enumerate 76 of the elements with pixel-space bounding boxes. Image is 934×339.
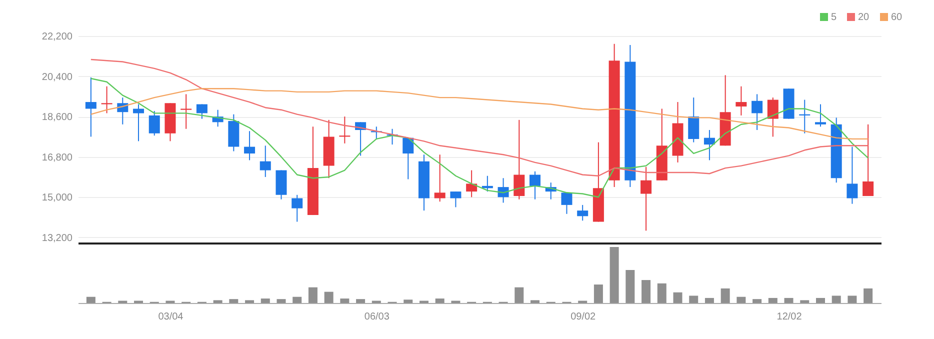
- candlestick: [85, 76, 96, 138]
- bar: [308, 287, 318, 303]
- bar: [720, 288, 730, 303]
- bar: [673, 292, 682, 303]
- candlestick: [688, 97, 700, 143]
- legend-label: 5: [831, 12, 837, 23]
- x-tick-label: 12/02: [776, 312, 802, 322]
- bar: [86, 296, 96, 303]
- candlestick: [180, 94, 192, 130]
- candlestick: [450, 191, 462, 208]
- candlestick: [799, 99, 810, 134]
- bar: [435, 298, 444, 303]
- candlestick: [814, 104, 826, 128]
- legend-label: 20: [858, 12, 870, 23]
- bar: [800, 300, 810, 303]
- bar: [784, 298, 794, 303]
- candlestick: [260, 145, 271, 178]
- y-tick-label: 16,800: [42, 152, 73, 164]
- bar: [276, 299, 286, 303]
- bar: [245, 300, 254, 303]
- line-series: [90, 88, 869, 140]
- candlestick: [846, 146, 858, 204]
- candlestick: [402, 137, 414, 180]
- candlestick: [530, 170, 541, 200]
- bar: [530, 300, 540, 303]
- candlestick: [133, 104, 144, 142]
- legend-label: 60: [891, 12, 903, 23]
- candlestick: [577, 204, 588, 222]
- candlestick: [767, 97, 778, 138]
- x-tick-label: 06/03: [364, 312, 390, 322]
- bar: [864, 288, 873, 303]
- candlestick: [434, 154, 446, 202]
- bar: [704, 298, 714, 303]
- bar: [292, 296, 302, 303]
- y-tick-label: 15,000: [42, 192, 73, 204]
- candlestick: [101, 86, 112, 114]
- candlestick: [752, 94, 763, 130]
- bar: [736, 296, 746, 303]
- bar: [260, 298, 270, 303]
- bar: [229, 299, 238, 303]
- bar: [610, 247, 619, 303]
- y-tick-label: 22,200: [42, 32, 73, 42]
- candlestick: [339, 116, 350, 144]
- line-series: [90, 58, 869, 176]
- x-tick-label: 09/02: [570, 312, 596, 322]
- bar: [832, 296, 841, 303]
- candlestick: [244, 130, 256, 161]
- bar: [768, 298, 778, 303]
- candlestick: [862, 124, 874, 197]
- bar: [213, 300, 222, 303]
- candlestick: [292, 194, 303, 222]
- y-tick-label: 13,200: [42, 232, 73, 244]
- bar: [594, 284, 603, 303]
- bar: [404, 300, 413, 303]
- bar: [324, 292, 334, 303]
- candlestick: [196, 104, 208, 120]
- bar: [514, 287, 524, 303]
- candlestick: [514, 119, 525, 200]
- bar: [816, 298, 825, 303]
- y-tick-label: 20,400: [42, 72, 73, 83]
- candlestick: [466, 170, 478, 198]
- candlestick: [704, 129, 715, 161]
- x-tick-label: 03/04: [158, 312, 184, 322]
- bar: [848, 296, 857, 303]
- candlestick: [736, 86, 747, 116]
- bar: [626, 270, 635, 303]
- bar: [752, 299, 762, 303]
- bar: [356, 299, 366, 303]
- candlestick: [561, 192, 572, 214]
- bar: [642, 280, 651, 303]
- bar: [340, 298, 350, 303]
- candlestick: [148, 110, 160, 136]
- bar: [689, 296, 698, 303]
- y-tick-label: 18,600: [42, 112, 73, 124]
- candlestick: [640, 166, 652, 232]
- bar: [657, 283, 666, 303]
